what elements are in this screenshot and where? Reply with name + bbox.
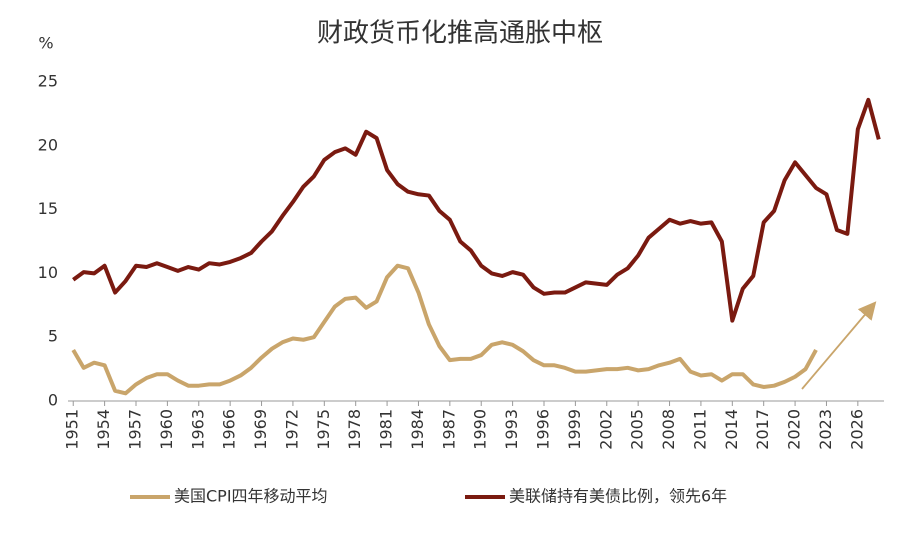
x-tick-label: 1990 <box>471 409 490 450</box>
x-tick-label: 1981 <box>377 409 396 450</box>
x-tick-label: 2002 <box>596 409 615 450</box>
x-tick-label: 1969 <box>251 409 270 450</box>
x-tick-label: 1984 <box>408 409 427 450</box>
y-axis-label: % <box>38 34 53 53</box>
trend-arrow <box>801 301 877 390</box>
y-tick-label: 5 <box>48 327 58 346</box>
x-tick-label: 1963 <box>188 409 207 450</box>
y-tick-label: 10 <box>38 263 58 282</box>
y-tick-label: 20 <box>38 135 58 154</box>
x-tick-label: 2020 <box>785 409 804 450</box>
chart-title: 财政货币化推高通胀中枢 <box>317 19 603 49</box>
x-tick-label: 1987 <box>439 409 458 450</box>
x-tick-label: 1996 <box>534 409 553 450</box>
x-tick-label: 1993 <box>502 409 521 450</box>
y-tick-label: 0 <box>48 391 58 410</box>
series-line <box>71 263 818 396</box>
series-line <box>72 97 881 323</box>
x-tick-label: 2014 <box>722 409 741 450</box>
x-tick-label: 1954 <box>94 409 113 450</box>
x-tick-label: 1960 <box>157 409 176 450</box>
x-tick-label: 2017 <box>753 409 772 450</box>
x-tick-label: 1951 <box>63 409 82 450</box>
x-tick-label: 2011 <box>690 409 709 450</box>
x-tick-label: 1957 <box>126 409 145 450</box>
legend-label: 美国CPI四年移动平均 <box>174 487 328 506</box>
x-tick-label: 1999 <box>565 409 584 450</box>
x-tick-label: 1975 <box>314 409 333 450</box>
x-tick-label: 1966 <box>220 409 239 450</box>
x-tick-label: 2023 <box>816 409 835 450</box>
x-tick-label: 2008 <box>659 409 678 450</box>
x-tick-label: 1978 <box>345 409 364 450</box>
legend-label: 美联储持有美债比例，领先6年 <box>509 487 727 506</box>
x-tick-label: 2026 <box>847 409 866 450</box>
y-tick-label: 25 <box>38 72 58 91</box>
x-tick-label: 2005 <box>628 409 647 450</box>
x-tick-label: 1972 <box>282 409 301 450</box>
y-tick-label: 15 <box>38 199 58 218</box>
